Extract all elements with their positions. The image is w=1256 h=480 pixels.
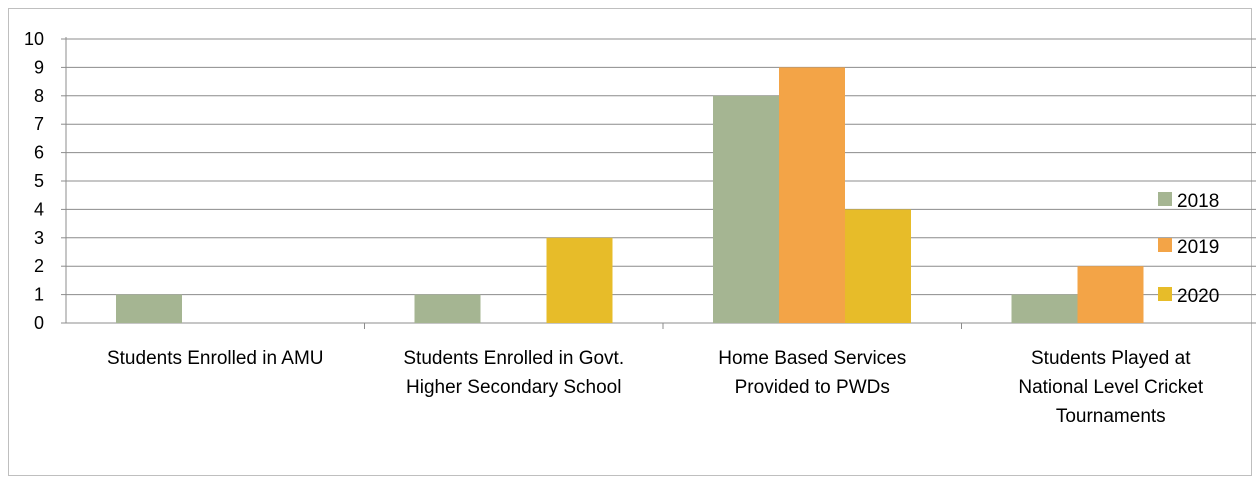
legend-swatch-2018 (1158, 192, 1172, 206)
category-label: Students Enrolled in AMU (107, 348, 324, 369)
y-tick-label: 5 (34, 171, 44, 191)
legend-swatch-2019 (1158, 238, 1172, 252)
chart-frame (8, 8, 1252, 476)
bar-2018 (1011, 294, 1078, 323)
y-tick-label: 1 (34, 285, 44, 305)
category-label: National Level Cricket (1018, 377, 1204, 398)
y-tick-label: 3 (34, 228, 44, 248)
category-label: Higher Secondary School (406, 377, 621, 398)
y-tick-label: 2 (34, 256, 44, 276)
bar-2019 (1077, 266, 1144, 323)
y-tick-label: 4 (34, 199, 44, 219)
bar-2020 (845, 209, 911, 323)
category-label: Provided to PWDs (735, 377, 890, 398)
bar-2018 (713, 95, 779, 323)
legend-label: 2019 (1177, 237, 1219, 258)
legend-swatch-2020 (1158, 287, 1172, 301)
bar-2020 (546, 237, 613, 323)
y-tick-label: 10 (24, 29, 44, 49)
y-tick-label: 8 (34, 86, 44, 106)
y-tick-label: 0 (34, 313, 44, 333)
legend-label: 2018 (1177, 191, 1219, 212)
y-tick-label: 9 (34, 57, 44, 77)
category-label: Students Enrolled in Govt. (403, 348, 624, 369)
bar-2018 (414, 294, 481, 323)
legend-label: 2020 (1177, 286, 1219, 307)
category-label: Tournaments (1056, 406, 1166, 427)
bar-2018 (116, 294, 182, 323)
bar-2019 (779, 67, 845, 324)
category-label: Home Based Services (718, 348, 906, 369)
category-label: Students Played at (1031, 348, 1191, 369)
y-tick-label: 6 (34, 143, 44, 163)
y-tick-label: 7 (34, 114, 44, 134)
